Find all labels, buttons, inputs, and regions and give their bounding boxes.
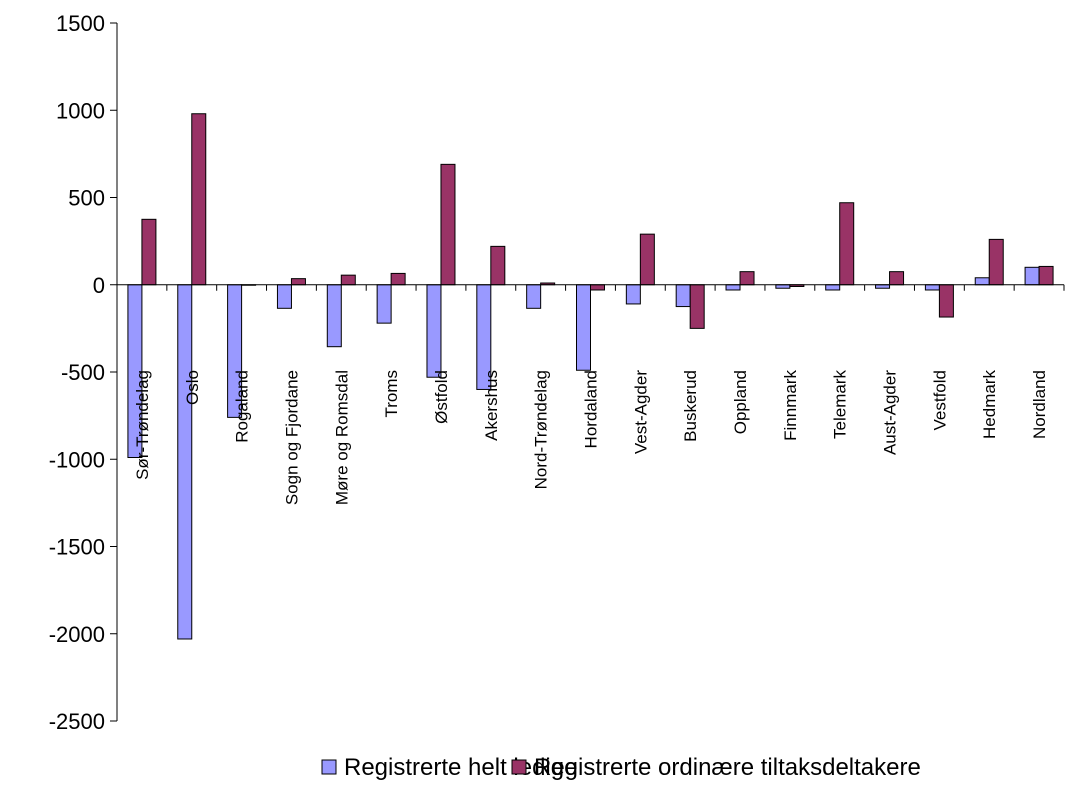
bar-helt-ledige — [875, 284, 891, 289]
category-label: Sør-Trøndelag — [133, 370, 152, 480]
y-tick-label: -1000 — [49, 447, 105, 472]
bar-tiltaksdeltakere — [839, 202, 855, 286]
legend-label: Registrerte helt ledige — [344, 754, 577, 781]
bar-tiltaksdeltakere — [639, 233, 655, 286]
legend-label: Registrerte ordinære tiltaksdeltakere — [534, 754, 921, 781]
bar-tiltaksdeltakere — [739, 271, 755, 286]
y-tick-label: 0 — [93, 273, 105, 298]
bar-tiltaksdeltakere — [390, 272, 406, 286]
y-axis: 1500 1000 500 0 -500 -1000 -1500 -2000 -2500 — [49, 11, 118, 734]
y-tick-label: 1500 — [56, 11, 105, 36]
bar-tiltaksdeltakere — [938, 284, 954, 318]
y-tick-label: -500 — [61, 360, 105, 385]
bar-helt-ledige — [625, 284, 641, 305]
category-label: Hedmark — [980, 370, 999, 439]
bar-helt-ledige — [576, 284, 591, 371]
bar-helt-ledige — [1024, 266, 1040, 286]
bar-tiltaksdeltakere — [141, 218, 157, 286]
y-tick-label: 1000 — [56, 98, 105, 123]
bar-tiltaksdeltakere — [191, 113, 207, 286]
y-tick-label: -2000 — [49, 622, 105, 647]
legend-swatch — [511, 759, 527, 775]
legend-swatch — [321, 759, 337, 775]
category-label: Buskerud — [681, 370, 700, 442]
bar-helt-ledige — [825, 284, 841, 291]
category-label: Nord-Trøndelag — [532, 370, 551, 489]
category-label: Hordaland — [582, 370, 601, 448]
bar-helt-ledige — [775, 284, 791, 289]
bar-helt-ledige — [924, 284, 940, 291]
bar-helt-ledige — [326, 284, 342, 348]
category-label: Oppland — [731, 370, 750, 434]
y-tick-label: 500 — [68, 186, 105, 211]
bar-tiltaksdeltakere — [490, 245, 506, 286]
category-label: Østfold — [432, 370, 451, 424]
category-label: Oslo — [183, 370, 202, 405]
y-tick-label: -1500 — [49, 535, 105, 560]
y-tick-label: -2500 — [49, 709, 105, 734]
bar-tiltaksdeltakere — [689, 284, 705, 329]
bar-helt-ledige — [426, 284, 442, 378]
category-label: Finnmark — [781, 370, 800, 441]
bar-tiltaksdeltakere — [1038, 265, 1054, 286]
category-label: Vestfold — [930, 370, 949, 431]
category-label: Nordland — [1030, 370, 1049, 439]
bar-tiltaksdeltakere — [988, 238, 1004, 286]
bar-helt-ledige — [376, 284, 392, 324]
category-label: Sogn og Fjordane — [282, 370, 301, 505]
category-label: Telemark — [831, 370, 850, 439]
bar-helt-ledige — [177, 284, 193, 640]
bar-tiltaksdeltakere — [590, 284, 605, 291]
category-labels: Sør-Trøndelag Oslo Rogaland Sogn og Fjordan… — [133, 370, 1049, 506]
bar-helt-ledige — [974, 277, 990, 286]
category-label: Troms — [382, 370, 401, 418]
category-label: Aust-Agder — [881, 370, 900, 455]
bar-helt-ledige — [526, 284, 542, 309]
category-label: Vest-Agder — [631, 370, 650, 454]
bar-helt-ledige — [725, 284, 741, 291]
category-label: Akershus — [482, 370, 501, 441]
category-label: Møre og Romsdal — [332, 370, 351, 505]
bar-tiltaksdeltakere — [340, 274, 356, 286]
bar-tiltaksdeltakere — [290, 278, 306, 286]
bar-helt-ledige — [675, 284, 691, 308]
bar-tiltaksdeltakere — [889, 271, 905, 286]
bar-helt-ledige — [276, 284, 292, 309]
x-axis — [116, 284, 1065, 291]
bar-tiltaksdeltakere — [440, 163, 456, 286]
category-label: Rogaland — [233, 370, 252, 443]
